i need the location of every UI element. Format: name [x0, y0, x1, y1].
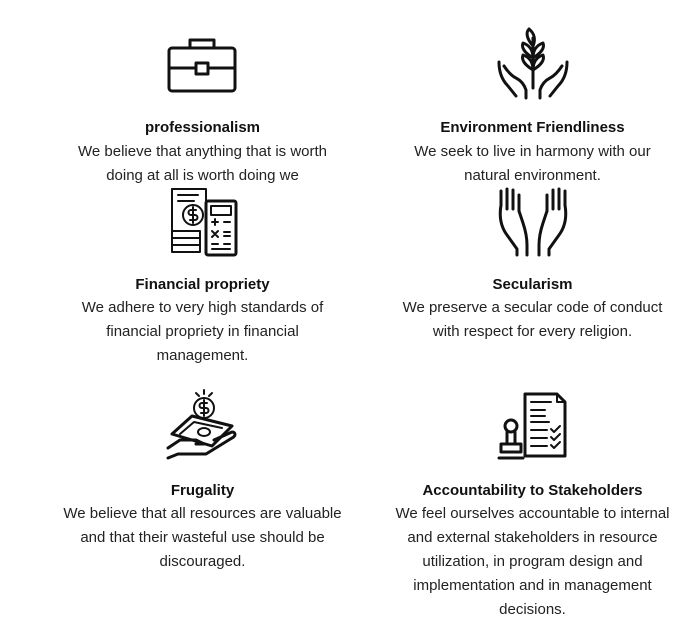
- value-card-secularism: Secularism We preserve a secular code of…: [380, 185, 685, 355]
- value-description: We feel ourselves accountable to interna…: [380, 502, 685, 622]
- description-line: We preserve a secular code of conduct: [402, 299, 663, 316]
- hands-plant-icon: [497, 27, 569, 100]
- value-card-professionalism: professionalism We believe that anything…: [30, 30, 375, 190]
- value-description: We seek to live in harmony with our natu…: [380, 140, 685, 188]
- money-hand-icon: [166, 389, 237, 460]
- description-line: We believe that all resources are valuab…: [63, 505, 342, 522]
- description-line: We adhere to very high standards of: [81, 299, 324, 316]
- value-card-financial-propriety: Financial propriety We adhere to very hi…: [30, 185, 375, 370]
- value-description: We believe that all resources are valuab…: [30, 502, 375, 574]
- value-title: professionalism: [144, 119, 261, 136]
- description-line: We feel ourselves accountable to interna…: [395, 505, 670, 522]
- briefcase-icon: [167, 38, 237, 93]
- description-line: financial propriety in financial: [106, 323, 299, 340]
- description-line: and that their wasteful use should be: [80, 529, 325, 546]
- value-title: Frugality: [170, 482, 235, 499]
- description-line: with respect for every religion.: [432, 323, 633, 340]
- description-line: doing at all is worth doing we: [106, 167, 299, 184]
- description-line: utilization, in program design and: [422, 553, 643, 570]
- value-description: We preserve a secular code of conduct wi…: [380, 296, 685, 344]
- description-line: natural environment.: [464, 167, 601, 184]
- description-line: management.: [156, 347, 249, 364]
- open-hands-icon: [498, 187, 568, 257]
- value-title: Financial propriety: [135, 276, 270, 293]
- value-card-frugality: Frugality We believe that all resources …: [30, 389, 375, 580]
- document-stamp-icon: [497, 392, 567, 460]
- finance-calculator-icon: [171, 188, 238, 257]
- value-description: We believe that anything that is worth d…: [30, 140, 375, 188]
- description-line: decisions.: [499, 601, 566, 618]
- description-line: implementation and in management: [413, 577, 652, 594]
- description-line: We believe that anything that is worth: [77, 143, 328, 160]
- value-description: We adhere to very high standards of fina…: [30, 296, 375, 368]
- description-line: and external stakeholders in resource: [407, 529, 658, 546]
- description-line: discouraged.: [159, 553, 246, 570]
- value-title: Secularism: [492, 276, 573, 293]
- value-title: Environment Friendliness: [440, 119, 625, 136]
- value-card-environment-friendliness: Environment Friendliness We seek to live…: [380, 25, 685, 190]
- value-card-accountability: Accountability to Stakeholders We feel o…: [380, 390, 685, 630]
- value-title: Accountability to Stakeholders: [422, 482, 643, 499]
- description-line: We seek to live in harmony with our: [414, 143, 651, 160]
